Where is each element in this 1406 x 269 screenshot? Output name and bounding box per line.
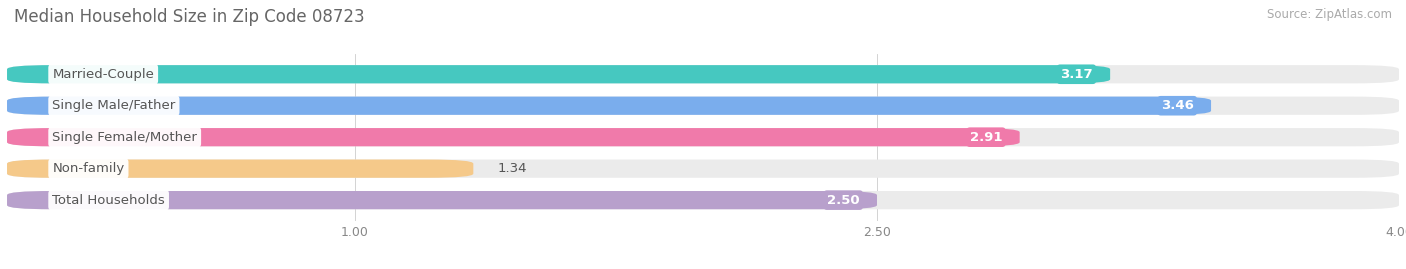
Text: 3.46: 3.46 [1161,99,1194,112]
Text: Median Household Size in Zip Code 08723: Median Household Size in Zip Code 08723 [14,8,364,26]
FancyBboxPatch shape [7,128,1019,146]
Text: 3.17: 3.17 [1060,68,1092,81]
Text: 2.91: 2.91 [970,131,1002,144]
Text: Single Female/Mother: Single Female/Mother [52,131,197,144]
FancyBboxPatch shape [7,128,1399,146]
FancyBboxPatch shape [7,191,877,209]
FancyBboxPatch shape [7,160,1399,178]
Text: 1.34: 1.34 [498,162,527,175]
Text: Non-family: Non-family [52,162,125,175]
FancyBboxPatch shape [7,65,1111,83]
FancyBboxPatch shape [7,65,1399,83]
Text: Source: ZipAtlas.com: Source: ZipAtlas.com [1267,8,1392,21]
FancyBboxPatch shape [7,160,474,178]
Text: 2.50: 2.50 [827,194,859,207]
Text: Total Households: Total Households [52,194,165,207]
Text: Married-Couple: Married-Couple [52,68,155,81]
FancyBboxPatch shape [7,97,1399,115]
Text: Single Male/Father: Single Male/Father [52,99,176,112]
FancyBboxPatch shape [7,191,1399,209]
FancyBboxPatch shape [7,97,1211,115]
